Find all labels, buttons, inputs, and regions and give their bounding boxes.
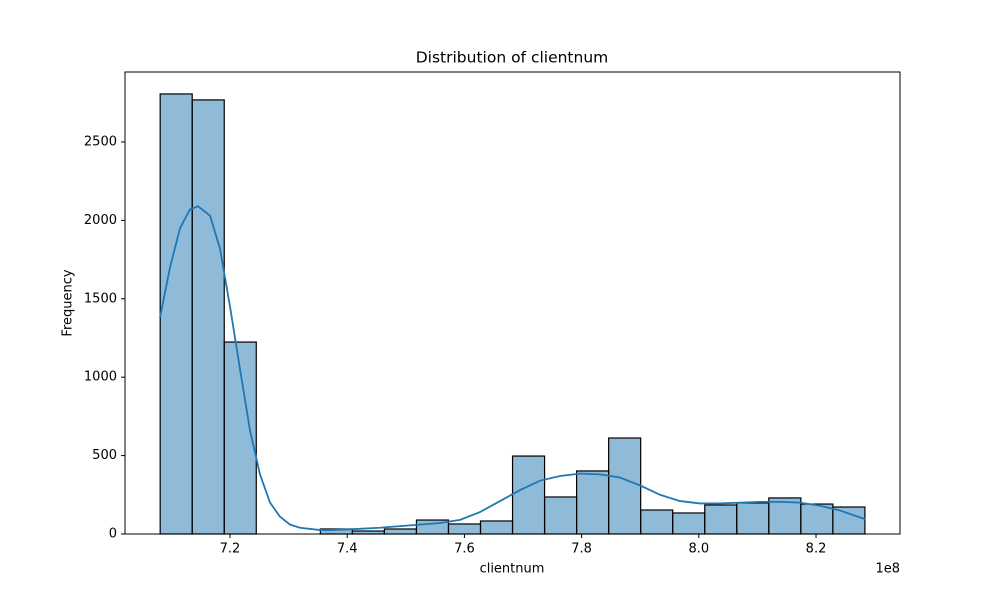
x-offset-label: 1e8: [875, 562, 900, 577]
bar: [543, 496, 578, 535]
bar: [608, 437, 642, 535]
bar: [672, 512, 706, 535]
y-tick-label: 0: [109, 527, 117, 542]
bar: [479, 520, 514, 535]
x-tick-label: 7.2: [220, 542, 241, 557]
bar: [191, 99, 225, 535]
bar: [447, 523, 482, 535]
bar: [768, 497, 802, 535]
x-tick-label: 7.8: [571, 542, 592, 557]
bar: [704, 504, 738, 535]
chart-title: Distribution of clientnum: [416, 49, 609, 67]
bar: [159, 93, 193, 535]
bar: [576, 470, 610, 535]
x-tick-label: 8.0: [688, 542, 709, 557]
bar: [832, 506, 866, 535]
kde-line: [159, 205, 866, 531]
bar: [640, 509, 674, 535]
x-tick-label: 7.6: [454, 542, 475, 557]
y-tick-label: 500: [92, 448, 117, 463]
bar: [736, 502, 770, 535]
y-tick-label: 2500: [84, 134, 117, 149]
y-tick-label: 1000: [84, 370, 117, 385]
bar: [383, 528, 418, 535]
x-tick-label: 7.4: [337, 542, 358, 557]
bar: [511, 455, 546, 535]
x-axis-label: clientnum: [480, 562, 545, 577]
y-axis-label: Frequency: [61, 269, 76, 336]
y-tick-label: 2000: [84, 213, 117, 228]
y-tick-label: 1500: [84, 291, 117, 306]
plot-frame: [124, 71, 901, 535]
x-tick-label: 8.2: [806, 542, 827, 557]
